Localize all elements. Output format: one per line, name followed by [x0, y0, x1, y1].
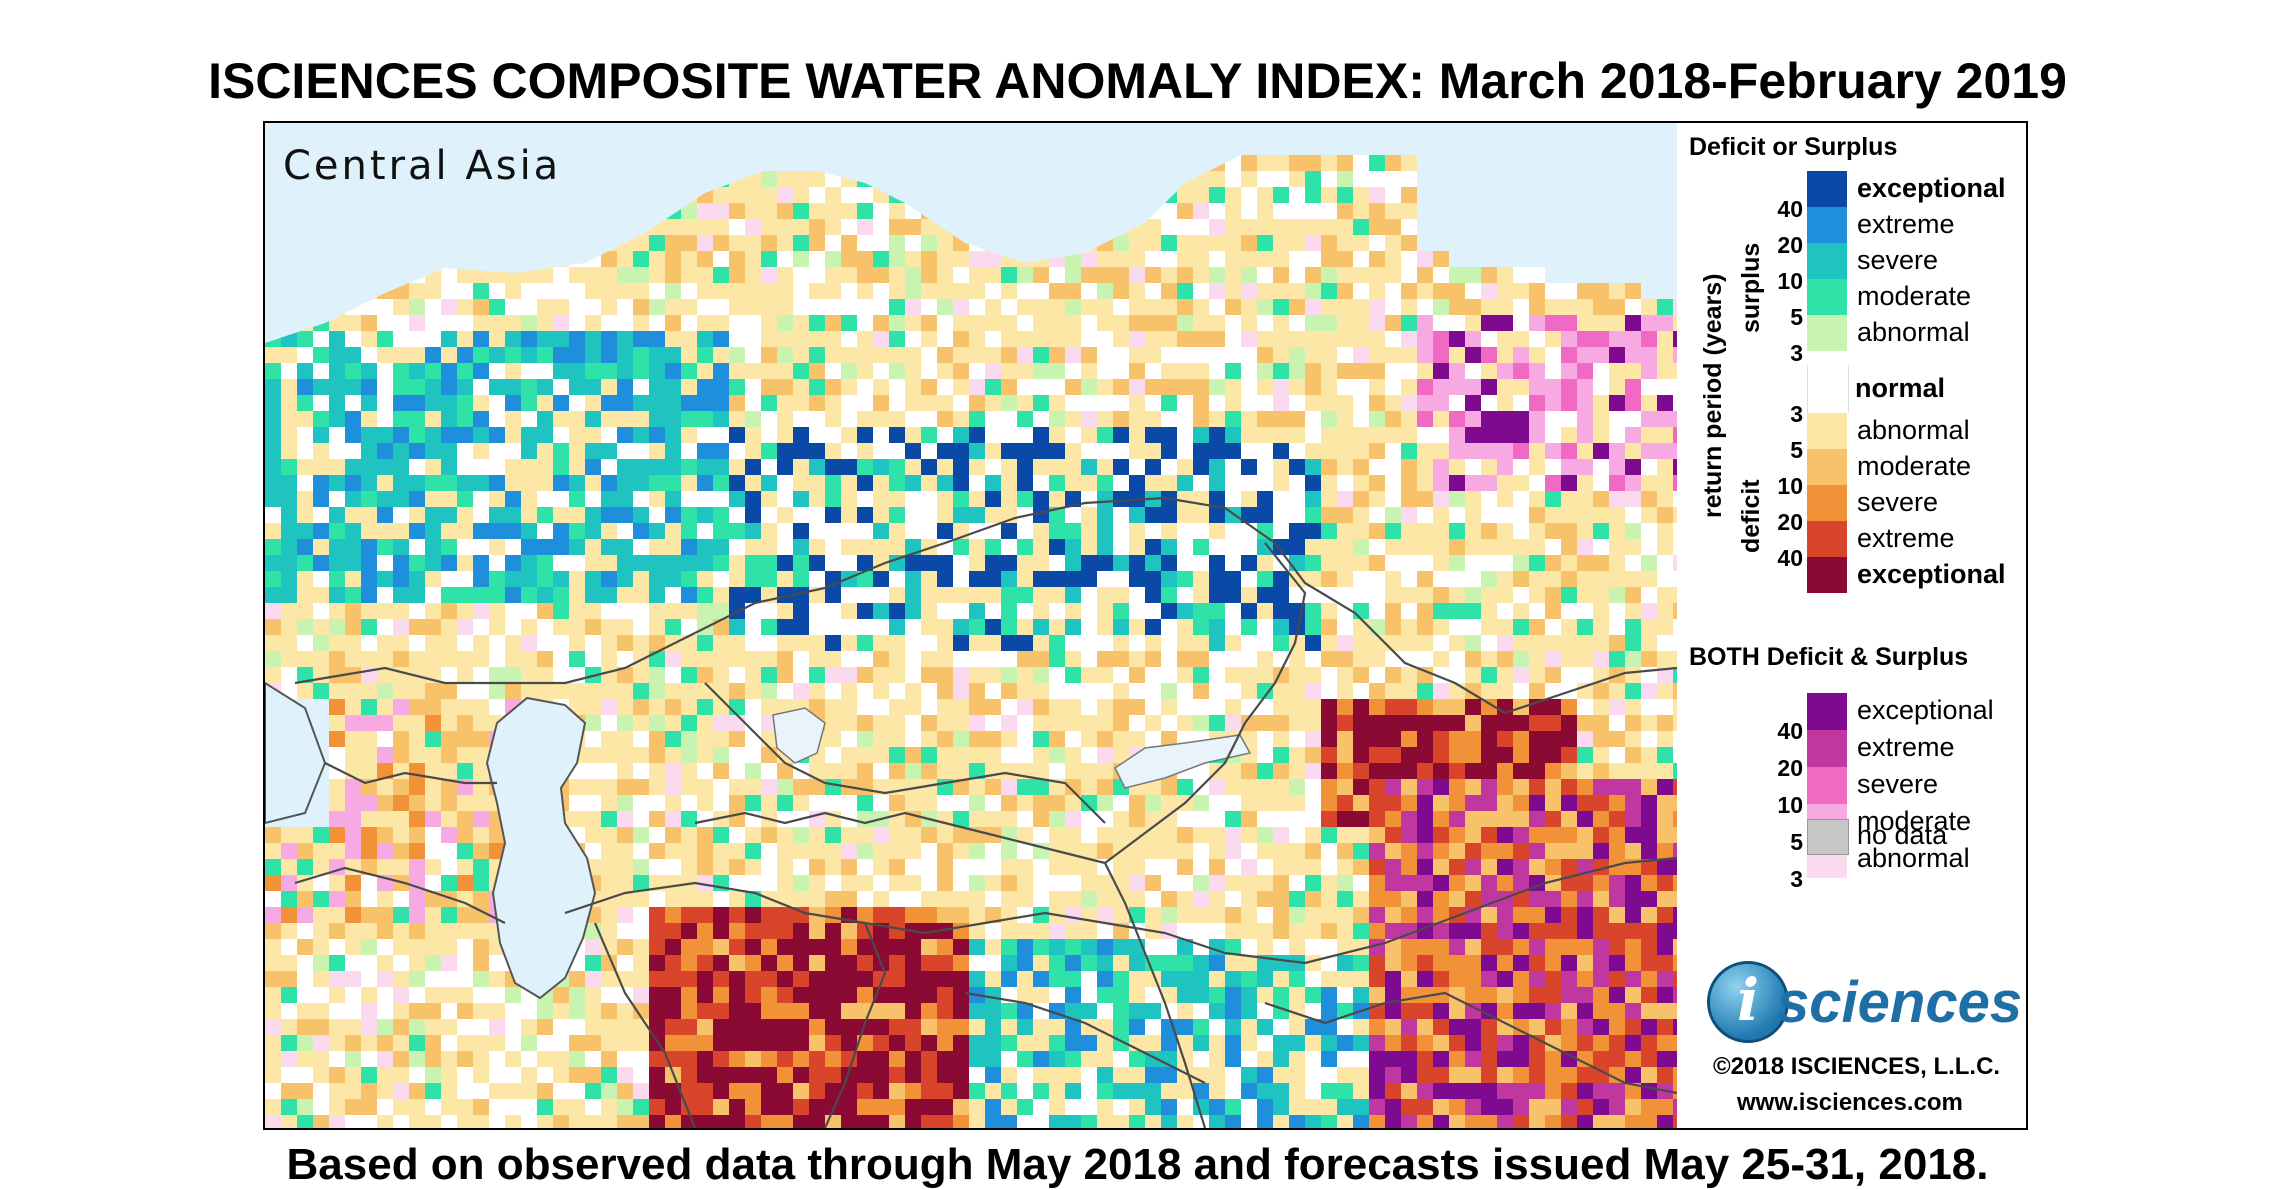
- both-swatch-severe: [1807, 767, 1847, 804]
- surplus-label-extreme: extreme: [1857, 209, 1955, 240]
- anomaly-map-canvas: [265, 123, 1677, 1128]
- surplus-tick: 5: [1763, 304, 1803, 331]
- surplus-tick: 3: [1763, 340, 1803, 367]
- deficit-swatch-exceptional: [1807, 557, 1847, 593]
- surplus-label-moderate: moderate: [1857, 281, 1971, 312]
- both-swatch-extreme: [1807, 730, 1847, 767]
- surplus-axis-label: surplus: [1737, 243, 1766, 333]
- deficit-label-moderate: moderate: [1857, 451, 1971, 482]
- legend-heading: Deficit or Surplus: [1689, 133, 1897, 162]
- both-label-exceptional: exceptional: [1857, 695, 1994, 726]
- deficit-label-abnormal: abnormal: [1857, 415, 1970, 446]
- surplus-swatch-extreme: [1807, 207, 1847, 243]
- surplus-swatch-exceptional: [1807, 171, 1847, 207]
- deficit-tick: 10: [1763, 473, 1803, 500]
- surplus-swatch-severe: [1807, 243, 1847, 279]
- surplus-tick: 40: [1763, 196, 1803, 223]
- deficit-label-exceptional: exceptional: [1857, 559, 2006, 590]
- surplus-tick: 10: [1763, 268, 1803, 295]
- surplus-label-abnormal: abnormal: [1857, 317, 1970, 348]
- deficit-label-severe: severe: [1857, 487, 1938, 518]
- deficit-swatch-extreme: [1807, 521, 1847, 557]
- both-tick: 5: [1763, 829, 1803, 856]
- surplus-swatch-moderate: [1807, 279, 1847, 315]
- deficit-tick: 40: [1763, 545, 1803, 572]
- anomaly-map: Central Asia: [265, 123, 1677, 1128]
- map-subtitle: Based on observed data through May 2018 …: [0, 1140, 2275, 1190]
- normal-swatch: [1807, 365, 1849, 413]
- both-label-extreme: extreme: [1857, 732, 1955, 763]
- region-label: Central Asia: [283, 143, 561, 189]
- map-frame: Central Asia Deficit or Surplus return p…: [263, 121, 2028, 1130]
- both-tick: 40: [1763, 718, 1803, 745]
- anomaly-cells: [265, 155, 1677, 1128]
- no-data-label: no data: [1857, 820, 1947, 851]
- both-tick: 20: [1763, 755, 1803, 782]
- surplus-label-exceptional: exceptional: [1857, 173, 2006, 204]
- both-tick: 10: [1763, 792, 1803, 819]
- legend-panel: Deficit or Surplus return period (years)…: [1677, 123, 2026, 1128]
- no-data-swatch: [1807, 819, 1849, 855]
- deficit-swatch-moderate: [1807, 449, 1847, 485]
- deficit-tick: 5: [1763, 437, 1803, 464]
- normal-label: normal: [1855, 373, 1945, 404]
- both-swatch-exceptional: [1807, 693, 1847, 730]
- return-period-axis-label: return period (years): [1699, 273, 1728, 518]
- map-title: ISCIENCES COMPOSITE WATER ANOMALY INDEX:…: [0, 52, 2275, 110]
- surplus-tick: 20: [1763, 232, 1803, 259]
- deficit-swatch-severe: [1807, 485, 1847, 521]
- surplus-label-severe: severe: [1857, 245, 1938, 276]
- both-label-severe: severe: [1857, 769, 1938, 800]
- both-tick: 3: [1763, 866, 1803, 893]
- logo-wordmark: sciences: [1777, 969, 2022, 1036]
- copyright: ©2018 ISCIENCES, L.L.C.: [1713, 1053, 2000, 1081]
- surplus-swatch-abnormal: [1807, 315, 1847, 351]
- deficit-tick: 20: [1763, 509, 1803, 536]
- both-heading: BOTH Deficit & Surplus: [1689, 643, 1968, 672]
- deficit-tick: 3: [1763, 401, 1803, 428]
- deficit-axis-label: deficit: [1737, 479, 1766, 553]
- website-link[interactable]: www.isciences.com: [1737, 1089, 1963, 1117]
- deficit-swatch-abnormal: [1807, 413, 1847, 449]
- deficit-label-extreme: extreme: [1857, 523, 1955, 554]
